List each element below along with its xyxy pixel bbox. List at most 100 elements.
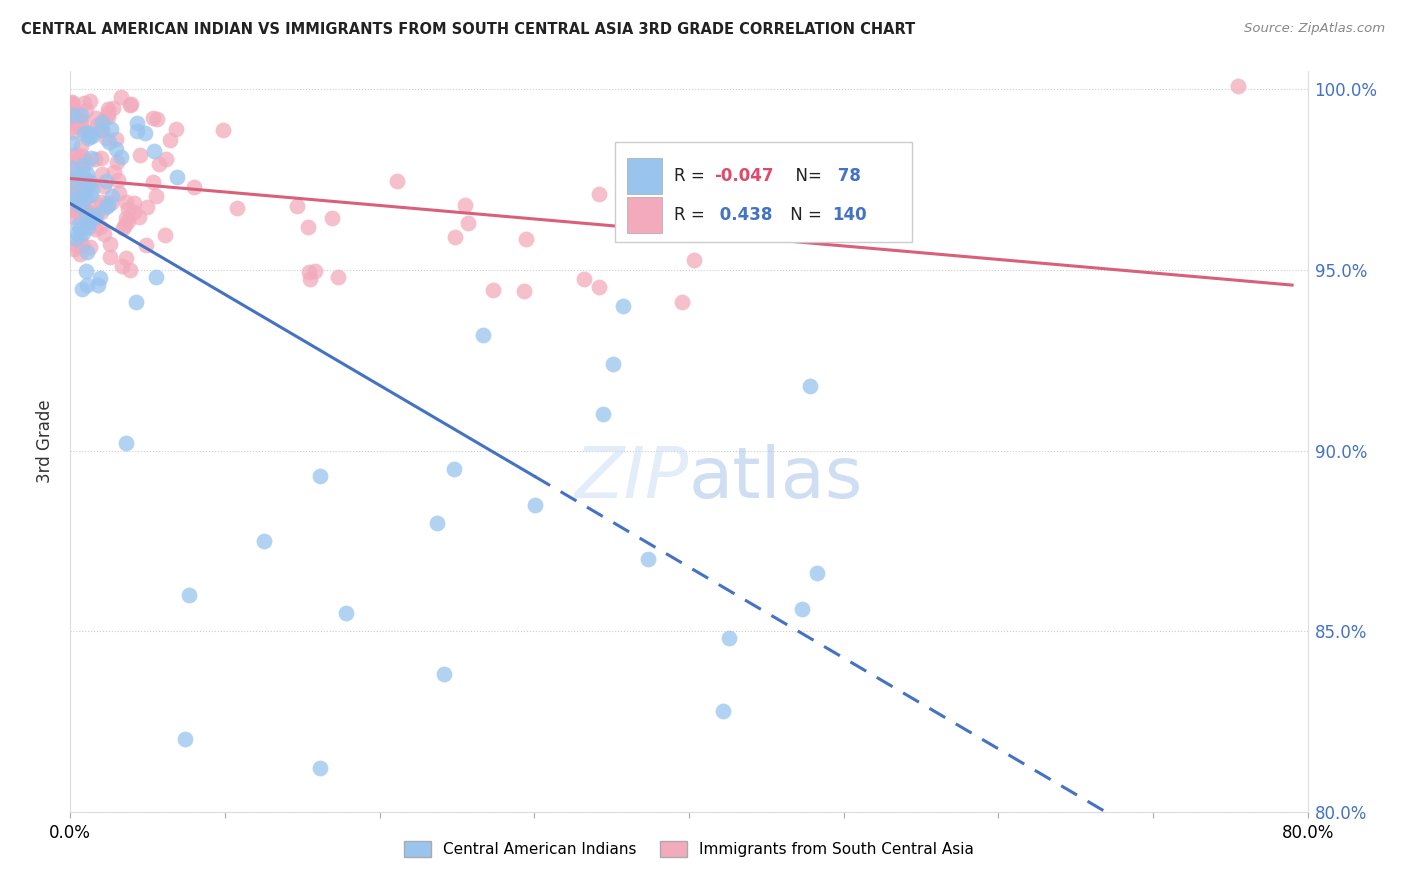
Point xyxy=(110,259,132,273)
Point xyxy=(717,632,740,646)
Point xyxy=(76,215,98,229)
Point xyxy=(76,244,98,259)
Point xyxy=(385,173,408,187)
Point xyxy=(79,240,101,254)
Point xyxy=(122,205,145,219)
Point xyxy=(86,111,108,125)
Text: Source: ZipAtlas.com: Source: ZipAtlas.com xyxy=(1244,22,1385,36)
Point xyxy=(443,461,465,475)
Point xyxy=(76,130,98,145)
Point xyxy=(588,187,610,202)
Point xyxy=(96,196,118,211)
Point xyxy=(60,108,83,122)
Point xyxy=(145,270,167,285)
Point xyxy=(83,210,105,224)
Point xyxy=(592,408,614,422)
Point xyxy=(63,176,86,190)
Point xyxy=(84,197,107,211)
Point xyxy=(91,167,114,181)
Text: ZIP: ZIP xyxy=(575,444,689,513)
Point xyxy=(62,95,84,110)
Point xyxy=(457,216,479,230)
Point xyxy=(90,122,112,136)
Point xyxy=(75,103,97,118)
Point xyxy=(69,195,91,210)
Point xyxy=(433,667,456,681)
Point xyxy=(87,277,110,292)
Point xyxy=(328,269,350,284)
FancyBboxPatch shape xyxy=(627,197,662,233)
Point xyxy=(90,123,112,137)
Point xyxy=(513,285,536,299)
Point xyxy=(671,295,693,310)
Point xyxy=(166,170,188,185)
Point xyxy=(70,139,93,153)
Point xyxy=(174,732,197,747)
Point xyxy=(65,204,87,219)
Point xyxy=(66,185,89,199)
Point xyxy=(105,154,128,169)
Point xyxy=(335,606,357,620)
Point xyxy=(643,220,665,235)
Point xyxy=(77,174,100,188)
Point xyxy=(62,125,84,139)
Point xyxy=(96,103,118,117)
Point xyxy=(97,105,120,120)
Point xyxy=(80,151,103,165)
Point xyxy=(75,191,97,205)
Point xyxy=(93,179,115,194)
Point xyxy=(84,208,107,222)
Point xyxy=(308,468,330,483)
Point xyxy=(75,264,97,278)
Point xyxy=(65,232,87,246)
Point xyxy=(65,178,87,193)
Point xyxy=(94,174,117,188)
Point xyxy=(285,199,308,213)
Point xyxy=(70,116,93,130)
Point xyxy=(72,153,94,168)
Text: N=: N= xyxy=(786,167,828,185)
Point xyxy=(120,98,142,112)
Point xyxy=(79,128,101,143)
Point xyxy=(115,251,138,265)
Point xyxy=(298,265,321,279)
Point xyxy=(76,167,98,181)
Point xyxy=(75,191,97,205)
Point xyxy=(100,122,122,136)
Point xyxy=(211,123,233,137)
Point xyxy=(153,227,176,242)
Point xyxy=(69,231,91,245)
Point xyxy=(93,227,115,241)
Point xyxy=(125,124,148,138)
Point xyxy=(148,156,170,170)
Point xyxy=(80,211,103,226)
Point xyxy=(118,262,141,277)
Point xyxy=(77,178,100,193)
Point xyxy=(146,112,169,126)
Point xyxy=(60,116,83,130)
Point xyxy=(115,436,138,450)
Point xyxy=(97,110,120,124)
Text: R =: R = xyxy=(673,206,710,224)
Point xyxy=(136,200,159,214)
Point xyxy=(67,169,90,183)
Point xyxy=(444,230,467,244)
Point xyxy=(76,216,98,230)
Point xyxy=(73,96,96,111)
Point xyxy=(298,272,321,286)
Point xyxy=(806,566,828,581)
Point xyxy=(472,328,495,343)
Text: R =: R = xyxy=(673,167,710,185)
Point xyxy=(100,195,122,210)
Point xyxy=(101,101,124,115)
Point xyxy=(226,201,249,215)
Point xyxy=(127,116,149,130)
Point xyxy=(799,378,821,392)
Point xyxy=(69,108,91,122)
Point xyxy=(141,111,163,125)
Point xyxy=(60,95,83,109)
Point xyxy=(60,170,83,185)
Point xyxy=(98,236,121,251)
Text: N =: N = xyxy=(786,206,828,224)
Point xyxy=(454,198,477,212)
